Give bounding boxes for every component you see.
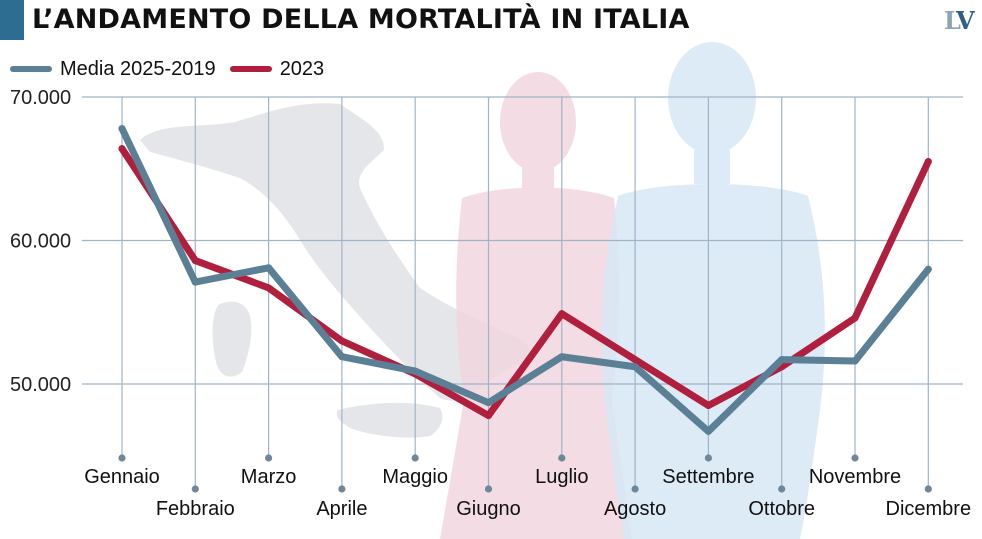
axis-tick-dot	[118, 454, 126, 462]
grid	[82, 96, 963, 493]
data-point-2023	[338, 337, 346, 345]
y-tick-label: 60.000	[10, 231, 71, 253]
axis-tick-dot	[924, 485, 932, 493]
data-point-2023	[631, 356, 639, 364]
data-point-media	[924, 265, 932, 273]
data-point-2023	[191, 257, 199, 265]
legend-label-media: Media 2025-2019	[60, 57, 216, 80]
axis-tick-dot	[631, 485, 639, 493]
y-axis: 70.000 60.000 50.000	[10, 87, 71, 396]
legend-swatch-2023	[229, 66, 272, 72]
y-tick-label: 70.000	[10, 87, 71, 109]
background-illustration	[140, 42, 825, 539]
axis-tick-dot	[265, 454, 273, 462]
x-tick-label: Giugno	[456, 498, 521, 520]
sicily-silhouette	[336, 402, 443, 438]
sardinia-silhouette	[212, 301, 252, 377]
data-point-media	[851, 357, 859, 365]
x-tick-label: Maggio	[382, 466, 448, 488]
data-point-media	[118, 125, 126, 133]
data-point-2023	[265, 284, 273, 292]
x-tick-label: Novembre	[809, 466, 901, 488]
data-point-media	[631, 363, 639, 371]
axis-tick-dot	[484, 485, 493, 493]
data-point-2023	[558, 310, 566, 318]
x-tick-label: Settembre	[662, 466, 754, 488]
data-point-2023	[485, 412, 492, 420]
x-tick-label: Marzo	[241, 466, 297, 488]
axis-tick-dot	[411, 454, 419, 462]
axis-tick-dot	[851, 454, 859, 462]
axis-tick-dot	[704, 454, 713, 462]
italy-map-silhouette	[140, 103, 531, 401]
axis-tick-dot	[778, 485, 786, 493]
x-tick-label: Gennaio	[84, 466, 160, 488]
axis-tick-dot	[558, 454, 566, 462]
axis-tick-dot	[338, 485, 346, 493]
data-point-2023	[118, 145, 126, 153]
axis-tick-dot	[191, 485, 199, 493]
x-tick-label: Agosto	[604, 498, 666, 520]
y-tick-label: 50.000	[10, 374, 71, 396]
series-lines	[118, 125, 932, 435]
data-point-media	[265, 264, 273, 272]
data-point-media	[558, 353, 566, 361]
chart-title: L’ANDAMENTO DELLA MORTALITÀ IN ITALIA	[32, 4, 690, 35]
x-tick-label: Febbraio	[156, 498, 235, 520]
male-figure-illustration	[601, 42, 825, 539]
x-tick-label: Dicembre	[886, 498, 972, 520]
data-point-media	[704, 427, 712, 435]
series-line-media-2025-2019	[118, 125, 932, 435]
data-point-2023	[704, 402, 712, 410]
legend-swatch-media	[10, 66, 52, 72]
data-point-2023	[851, 314, 859, 322]
legend: Media 2025-2019 2023	[10, 56, 338, 82]
lv-logo: LV	[944, 6, 975, 35]
data-point-2023	[924, 158, 932, 166]
x-tick-label: Aprile	[316, 498, 367, 520]
legend-item-media: Media 2025-2019	[10, 58, 216, 81]
data-point-media	[411, 367, 419, 375]
data-point-media	[191, 278, 199, 286]
data-point-media	[485, 399, 492, 407]
data-point-media	[778, 356, 786, 364]
x-tick-label: Luglio	[535, 466, 588, 488]
legend-label-2023: 2023	[279, 57, 325, 80]
x-tick-label: Ottobre	[748, 498, 815, 520]
x-axis-labels: Gennaio Febbraio Marzo Aprile Maggio Giugno Lu…	[84, 466, 971, 520]
title-accent-bar	[0, 0, 24, 40]
legend-item-2023: 2023	[229, 57, 325, 81]
data-point-media	[338, 353, 346, 361]
